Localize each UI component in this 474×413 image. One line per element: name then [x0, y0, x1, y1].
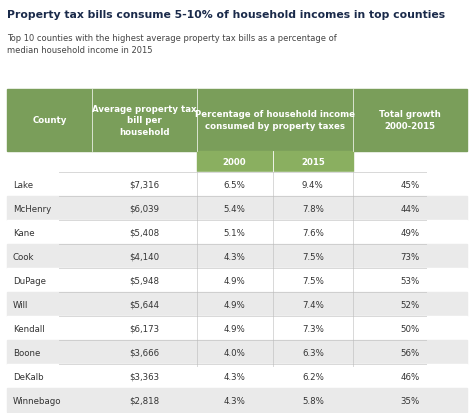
- Bar: [7, 173, 467, 197]
- Text: $2,818: $2,818: [129, 396, 160, 405]
- Bar: [7, 364, 467, 388]
- Text: $6,173: $6,173: [129, 324, 160, 333]
- Text: 46%: 46%: [401, 372, 419, 381]
- Text: DuPage: DuPage: [13, 276, 46, 285]
- Text: 56%: 56%: [401, 348, 419, 357]
- Text: Boone: Boone: [13, 348, 40, 357]
- Point: [268, 164, 273, 169]
- Text: 53%: 53%: [401, 276, 419, 285]
- Text: 4.0%: 4.0%: [224, 348, 246, 357]
- Text: 52%: 52%: [401, 300, 419, 309]
- Text: Lake: Lake: [13, 180, 33, 189]
- Text: $5,408: $5,408: [129, 228, 160, 237]
- Text: 5.4%: 5.4%: [224, 204, 246, 213]
- Text: McHenry: McHenry: [13, 204, 51, 213]
- Text: Kane: Kane: [13, 228, 35, 237]
- Text: 7.3%: 7.3%: [302, 324, 324, 333]
- Point: [268, 364, 273, 369]
- Text: $5,644: $5,644: [129, 300, 160, 309]
- Point: [128, 164, 134, 169]
- Text: 7.5%: 7.5%: [302, 276, 324, 285]
- Text: Cook: Cook: [13, 252, 34, 261]
- Text: Will: Will: [13, 300, 28, 309]
- Text: 73%: 73%: [401, 252, 419, 261]
- Bar: [7, 197, 467, 221]
- Point: [209, 164, 215, 169]
- Text: 4.3%: 4.3%: [224, 252, 246, 261]
- Text: Property tax bills consume 5-10% of household incomes in top counties: Property tax bills consume 5-10% of hous…: [7, 10, 445, 20]
- Text: 4.3%: 4.3%: [224, 372, 246, 381]
- Text: 7.8%: 7.8%: [302, 204, 324, 213]
- Bar: [7, 268, 467, 292]
- Bar: [197, 151, 353, 173]
- Text: $4,140: $4,140: [129, 252, 160, 261]
- Point: [209, 180, 215, 185]
- Text: 50%: 50%: [401, 324, 419, 333]
- Text: DeKalb: DeKalb: [13, 372, 44, 381]
- Text: 4.9%: 4.9%: [224, 324, 246, 333]
- Text: 6.3%: 6.3%: [302, 348, 324, 357]
- Text: $3,666: $3,666: [129, 348, 160, 357]
- Bar: [7, 90, 467, 151]
- Text: 9.4%: 9.4%: [302, 180, 324, 189]
- Bar: [7, 221, 467, 244]
- Text: 4.9%: 4.9%: [224, 300, 246, 309]
- Text: 6.5%: 6.5%: [224, 180, 246, 189]
- Text: 7.5%: 7.5%: [302, 252, 324, 261]
- Text: $7,316: $7,316: [129, 180, 160, 189]
- Point: [330, 364, 336, 369]
- Text: 2000: 2000: [223, 157, 246, 166]
- Point: [330, 116, 336, 121]
- Text: 45%: 45%: [401, 180, 419, 189]
- Text: 7.6%: 7.6%: [302, 228, 324, 237]
- Text: 2015: 2015: [301, 157, 325, 166]
- Point: [268, 180, 273, 185]
- Text: Winnebago: Winnebago: [13, 396, 61, 405]
- Text: 4.3%: 4.3%: [224, 396, 246, 405]
- Text: Average property tax
bill per
household: Average property tax bill per household: [92, 104, 197, 137]
- Text: 5.1%: 5.1%: [224, 228, 246, 237]
- Text: 35%: 35%: [401, 396, 419, 405]
- Text: Top 10 counties with the highest average property tax bills as a percentage of
m: Top 10 counties with the highest average…: [7, 34, 337, 55]
- Text: 4.9%: 4.9%: [224, 276, 246, 285]
- Point: [128, 116, 134, 121]
- Text: 6.2%: 6.2%: [302, 372, 324, 381]
- Text: Kendall: Kendall: [13, 324, 45, 333]
- Text: $5,948: $5,948: [129, 276, 160, 285]
- Text: $6,039: $6,039: [129, 204, 160, 213]
- Text: 44%: 44%: [401, 204, 419, 213]
- Point: [330, 164, 336, 169]
- Point: [209, 364, 215, 369]
- Bar: [7, 244, 467, 268]
- Bar: [7, 340, 467, 364]
- Bar: [7, 388, 467, 412]
- Text: Total growth
2000-2015: Total growth 2000-2015: [379, 110, 441, 131]
- Bar: [7, 292, 467, 316]
- Text: 7.4%: 7.4%: [302, 300, 324, 309]
- Bar: [7, 316, 467, 340]
- Text: $3,363: $3,363: [129, 372, 160, 381]
- Text: County: County: [33, 116, 67, 125]
- Text: Percentage of household income
consumed by property taxes: Percentage of household income consumed …: [195, 110, 355, 131]
- Text: 5.8%: 5.8%: [302, 396, 324, 405]
- Point: [330, 180, 336, 185]
- Point: [268, 180, 273, 185]
- Point: [209, 116, 215, 121]
- Text: 49%: 49%: [401, 228, 419, 237]
